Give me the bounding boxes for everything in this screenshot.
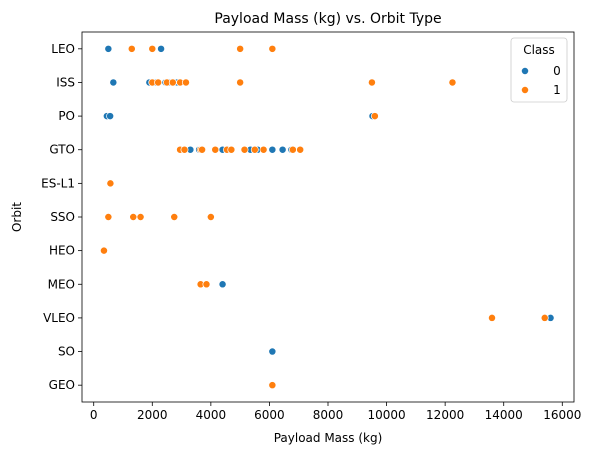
y-tick-label: HEO — [49, 244, 75, 258]
data-point-class-0 — [157, 44, 166, 53]
y-tick-label: MEO — [48, 277, 75, 291]
data-point-class-1 — [129, 213, 138, 221]
data-point-class-0 — [218, 280, 227, 289]
data-point-class-0 — [268, 145, 277, 154]
x-tick-label: 2000 — [137, 408, 168, 422]
data-point-class-1 — [211, 145, 220, 154]
plot-area — [100, 44, 555, 390]
axes-frame — [81, 31, 575, 403]
y-tick-label: SSO — [50, 210, 75, 224]
x-tick-label: 14000 — [485, 408, 523, 422]
data-point-class-1 — [540, 313, 549, 322]
data-point-class-1 — [370, 112, 379, 121]
data-point-class-1 — [100, 246, 108, 255]
chart-title: Payload Mass (kg) vs. Orbit Type — [214, 11, 441, 27]
data-point-class-1 — [259, 145, 268, 154]
legend-marker — [521, 86, 529, 94]
x-tick-label: 12000 — [426, 408, 464, 422]
data-point-class-1 — [206, 213, 215, 221]
data-point-class-0 — [278, 145, 287, 154]
y-tick-label: GEO — [49, 378, 75, 392]
data-point-class-0 — [268, 347, 277, 356]
legend-label: 1 — [553, 83, 561, 97]
data-point-class-0 — [109, 78, 118, 87]
data-point-class-1 — [288, 145, 297, 154]
data-point-class-1 — [240, 145, 249, 154]
y-tick-label: LEO — [51, 42, 75, 56]
y-tick-label: PO — [58, 109, 75, 123]
data-point-class-1 — [127, 44, 136, 53]
data-point-class-1 — [168, 78, 177, 87]
y-tick-label: SO — [58, 345, 75, 359]
data-point-class-1 — [182, 78, 190, 87]
y-tick-label: ISS — [56, 75, 75, 89]
data-point-class-1 — [268, 381, 277, 390]
data-point-class-1 — [202, 280, 211, 289]
legend-box — [510, 37, 568, 103]
legend: Class 0 1 — [510, 37, 568, 103]
data-point-class-1 — [148, 44, 157, 53]
x-axis-label: Payload Mass (kg) — [274, 431, 383, 445]
data-point-class-1 — [250, 145, 259, 154]
data-point-class-1 — [268, 44, 277, 53]
data-point-class-1 — [180, 145, 189, 154]
data-point-class-0 — [106, 112, 115, 121]
data-point-class-1 — [170, 213, 179, 221]
data-point-class-1 — [296, 145, 305, 154]
y-tick-label: ES-L1 — [41, 176, 75, 190]
data-point-class-1 — [106, 179, 115, 188]
data-point-class-1 — [104, 213, 113, 221]
data-point-class-1 — [236, 78, 245, 87]
x-tick-label: 4000 — [196, 408, 227, 422]
data-point-class-1 — [367, 78, 376, 87]
y-tick-label: GTO — [49, 143, 75, 157]
legend-title: Class — [523, 43, 555, 57]
data-point-class-1 — [448, 78, 457, 87]
data-point-class-1 — [488, 313, 496, 322]
y-axis-label: Orbit — [10, 202, 24, 232]
x-tick-label: 16000 — [543, 408, 581, 422]
x-tick-label: 8000 — [313, 408, 344, 422]
data-point-class-1 — [236, 44, 245, 53]
x-tick-label: 10000 — [367, 408, 405, 422]
data-point-class-1 — [198, 145, 207, 154]
legend-marker — [521, 67, 529, 75]
legend-label: 0 — [553, 64, 561, 78]
data-point-class-0 — [104, 44, 113, 53]
data-point-class-1 — [136, 213, 145, 221]
data-point-class-1 — [154, 78, 163, 87]
x-tick-label: 0 — [90, 408, 98, 422]
x-tick-label: 6000 — [254, 408, 285, 422]
data-point-class-1 — [227, 145, 236, 154]
y-tick-label: VLEO — [43, 311, 75, 325]
